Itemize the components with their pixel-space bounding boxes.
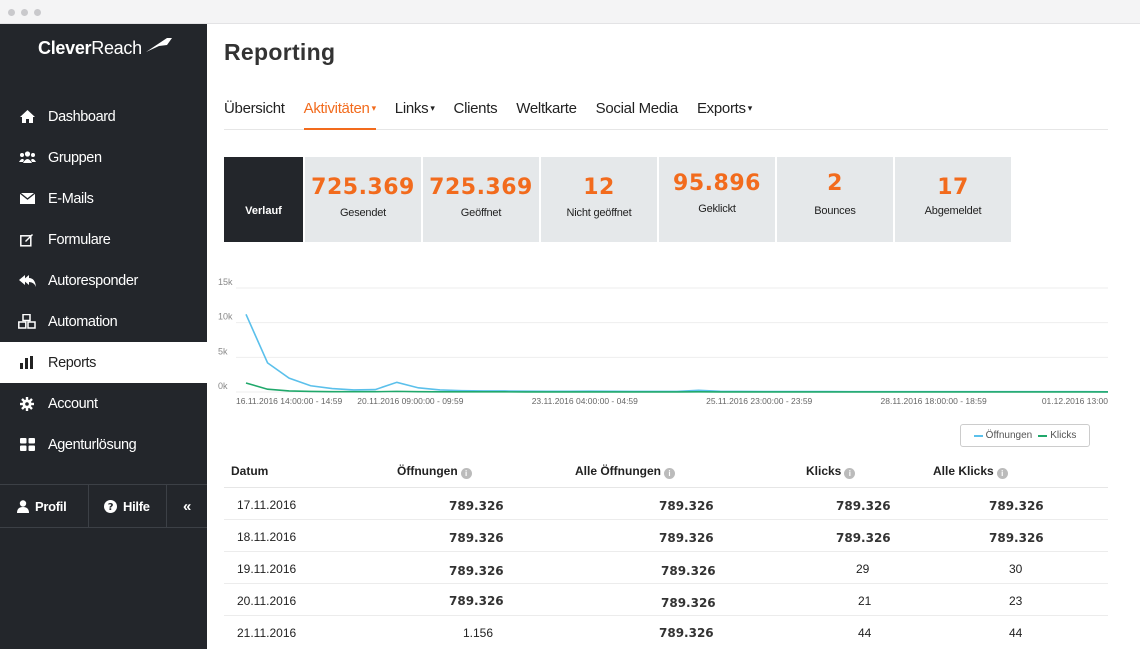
sidebar-item-agenturloesung[interactable]: Agenturlösung bbox=[0, 424, 207, 465]
envelope-icon bbox=[16, 193, 38, 204]
info-icon[interactable]: i bbox=[996, 468, 1008, 479]
x-tick-label: 25.11.2016 23:00:00 - 23:59 bbox=[706, 396, 812, 406]
bar-chart-icon bbox=[16, 356, 38, 369]
activity-line-chart: 15k 10k 5k 0k 16.11.2016 14:00:00 - 14:59 20.… bbox=[218, 277, 1109, 406]
y-tick-label: 15k bbox=[218, 277, 233, 287]
page-title: Reporting bbox=[224, 39, 336, 65]
cleverreach-logo[interactable]: CleverReach bbox=[38, 38, 142, 58]
tab-aktivitaeten[interactable]: Aktivitäten ▾ bbox=[303, 100, 377, 130]
tab-exports[interactable]: Exports ▾ bbox=[696, 100, 753, 117]
window-titlebar bbox=[0, 0, 1140, 24]
stat-card-bounces[interactable]: 2 Bounces bbox=[777, 157, 893, 242]
table-row: 21.11.2016 1.156 789.326 44 44 bbox=[237, 626, 1023, 640]
user-icon bbox=[17, 499, 29, 513]
gear-icon bbox=[16, 396, 38, 411]
table-row: 19.11.2016 789.326 789.326 29 30 bbox=[224, 552, 1108, 584]
collapse-sidebar-button[interactable]: « bbox=[167, 485, 207, 527]
tab-social-media[interactable]: Social Media bbox=[595, 100, 679, 117]
report-tabs: Übersicht Aktivitäten ▾ Links ▾ Clients We… bbox=[224, 100, 1108, 130]
table-row: 20.11.2016 789.326 789.326 21 23 bbox=[224, 584, 1108, 616]
window-zoom-button[interactable] bbox=[34, 9, 41, 16]
sidebar-item-emails[interactable]: E-Mails bbox=[0, 178, 207, 219]
legend-item-klicks[interactable]: Klicks bbox=[1050, 430, 1077, 441]
info-icon[interactable]: i bbox=[844, 468, 856, 479]
users-icon bbox=[16, 151, 38, 164]
info-icon[interactable]: i bbox=[664, 468, 675, 479]
y-tick-label: 5k bbox=[218, 346, 228, 356]
cubes-icon bbox=[16, 314, 38, 329]
caret-down-icon: ▾ bbox=[371, 103, 377, 113]
caret-down-icon: ▾ bbox=[430, 103, 435, 113]
sidebar-footer: Profil ? Hilfe « bbox=[0, 484, 207, 528]
x-tick-label: 16.11.2016 14:00:00 - 14:59 bbox=[236, 396, 342, 406]
info-icon[interactable]: i bbox=[460, 468, 472, 479]
window-minimize-button[interactable] bbox=[21, 9, 28, 16]
logo-swoosh-icon bbox=[146, 38, 172, 53]
legend-swatch-klicks bbox=[1038, 434, 1048, 437]
footer-divider bbox=[166, 485, 167, 527]
main-content: Reporting Übersicht Aktivitäten ▾ Links ▾ … bbox=[207, 24, 1140, 649]
sidebar-item-reports[interactable]: Reports bbox=[0, 342, 207, 383]
tab-links[interactable]: Links ▾ bbox=[394, 100, 435, 117]
sidebar-item-formulare[interactable]: Formulare bbox=[0, 219, 207, 260]
stat-card-geoeffnet[interactable]: 725.369 Geöffnet bbox=[423, 157, 539, 242]
x-tick-label: 28.11.2016 18:00:00 - 18:59 bbox=[881, 396, 987, 406]
series-line-klicks bbox=[245, 382, 1108, 393]
double-chevron-left-icon: « bbox=[182, 497, 192, 515]
stat-card-abgemeldet[interactable]: 17 Abgemeldet bbox=[895, 157, 1011, 242]
y-tick-label: 0k bbox=[218, 381, 228, 391]
sidebar-item-autoresponder[interactable]: Autoresponder bbox=[0, 260, 207, 301]
home-icon bbox=[16, 110, 38, 123]
stat-card-gesendet[interactable]: 725.369 Gesendet bbox=[305, 157, 421, 242]
table-header-row: Datum Öffnungen i Alle Öffnungen i Klicks i… bbox=[224, 454, 1108, 488]
legend-swatch-oeffnungen bbox=[973, 434, 983, 437]
chart-legend: Öffnungen Klicks bbox=[960, 424, 1090, 447]
help-button[interactable]: ? Hilfe bbox=[89, 485, 166, 527]
col-header-klicks[interactable]: Klicks i bbox=[806, 464, 856, 479]
sidebar: CleverReach Dashboard Gruppen E-Mails Fo… bbox=[0, 24, 207, 649]
verlauf-card[interactable]: Verlauf bbox=[224, 157, 303, 242]
question-circle-icon: ? bbox=[104, 499, 117, 513]
table-row: 18.11.2016 789.326 789.326 789.326 789.3… bbox=[224, 520, 1108, 552]
stat-card-geklickt[interactable]: 95.896 Geklickt bbox=[659, 157, 775, 242]
col-header-datum[interactable]: Datum bbox=[231, 464, 269, 478]
footer-divider bbox=[88, 485, 89, 527]
x-tick-label: 01.12.2016 13:00 bbox=[1042, 396, 1108, 406]
tab-clients[interactable]: Clients bbox=[453, 100, 498, 117]
tab-uebersicht[interactable]: Übersicht bbox=[224, 100, 285, 117]
y-tick-label: 10k bbox=[218, 312, 233, 322]
legend-item-oeffnungen[interactable]: Öffnungen bbox=[985, 430, 1033, 441]
col-header-oeffnungen[interactable]: Öffnungen i bbox=[397, 464, 472, 479]
col-header-alle-oeffnungen[interactable]: Alle Öffnungen i bbox=[575, 464, 675, 479]
stat-cards: Verlauf 725.369 Gesendet 725.369 Geöffnet … bbox=[224, 157, 1011, 242]
series-line-oeffnungen bbox=[245, 314, 1109, 393]
edit-icon bbox=[16, 233, 38, 247]
x-tick-label: 23.11.2016 04:00:00 - 04:59 bbox=[532, 396, 638, 406]
profile-button[interactable]: Profil bbox=[0, 485, 88, 527]
svg-text:?: ? bbox=[108, 502, 114, 513]
stat-card-nicht-geoeffnet[interactable]: 12 Nicht geöffnet bbox=[541, 157, 657, 242]
sidebar-item-automation[interactable]: Automation bbox=[0, 301, 207, 342]
tab-weltkarte[interactable]: Weltkarte bbox=[516, 100, 577, 117]
grid-icon bbox=[16, 438, 38, 451]
sidebar-item-gruppen[interactable]: Gruppen bbox=[0, 137, 207, 178]
caret-down-icon: ▾ bbox=[747, 103, 753, 113]
table-row: 17.11.2016 789.326 789.326 789.326 789.3… bbox=[224, 488, 1108, 520]
window-close-button[interactable] bbox=[8, 9, 15, 16]
reply-all-icon bbox=[16, 274, 38, 287]
col-header-alle-klicks[interactable]: Alle Klicks i bbox=[933, 464, 1008, 479]
x-tick-label: 20.11.2016 09:00:00 - 09:59 bbox=[357, 396, 463, 406]
sidebar-item-account[interactable]: Account bbox=[0, 383, 207, 424]
sidebar-nav: Dashboard Gruppen E-Mails Formulare Auto… bbox=[0, 96, 207, 465]
sidebar-item-dashboard[interactable]: Dashboard bbox=[0, 96, 207, 137]
